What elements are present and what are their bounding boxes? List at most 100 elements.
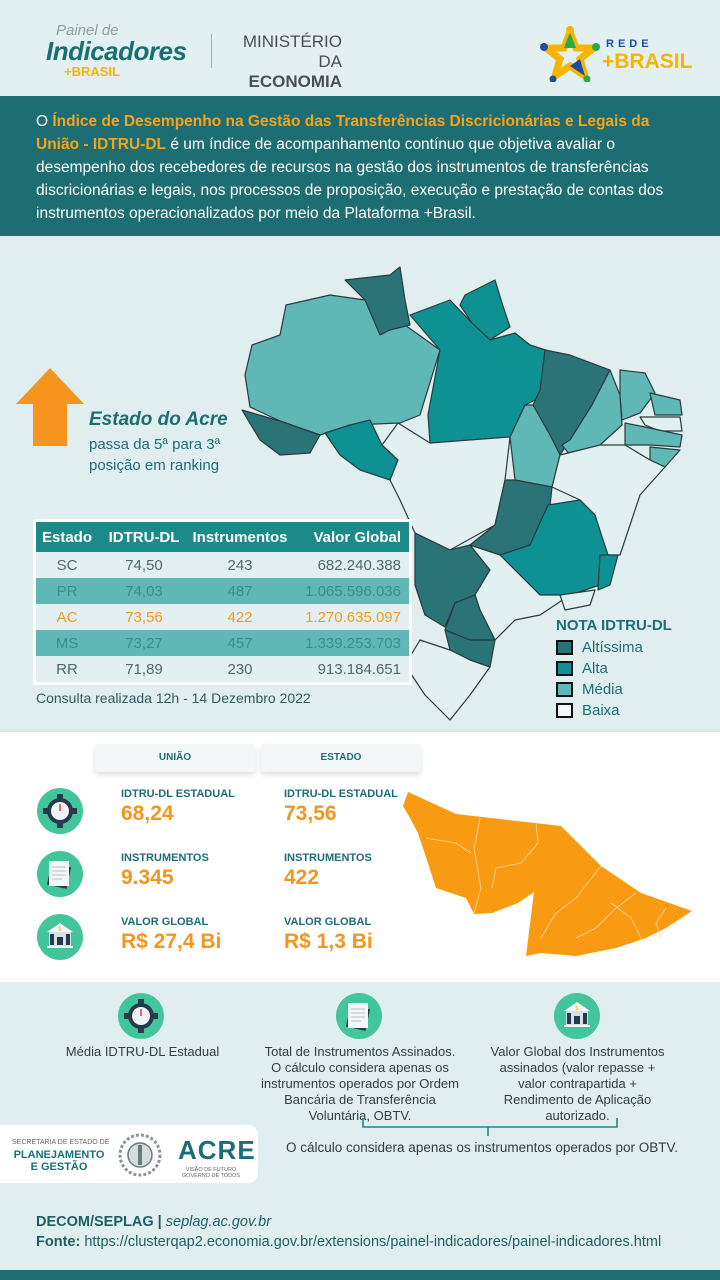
logo-indicadores: Indicadores [46,36,187,66]
estado-valor-value: R$ 1,3 Bi [284,930,373,953]
legend-swatch [556,640,573,655]
legend-swatch [556,703,573,718]
state-rs [404,639,491,721]
note-valor-global: Valor Global dos Instrumentos assinados … [490,1044,665,1123]
ranking-callout-subtitle: passa da 5ª para 3ª posição em ranking [89,436,221,474]
table-row: SC 74,50 243 682.240.388 [36,552,409,578]
rede-brasil-logo: REDE +BRASIL [535,22,692,85]
ranking-callout-title: Estado do Acre [89,409,228,430]
state-mt [381,422,511,551]
footer-separator: | [153,1214,166,1230]
legend-swatch [556,661,573,676]
legend-item-altissima: Altíssima [556,637,672,658]
gauge-gear-icon [118,993,164,1039]
cell-estado: RR [36,656,98,682]
uniao-idtru-label: IDTRU-DL ESTADUAL [121,788,235,800]
acre-slogan: VISÃO DE FUTURO GOVERNO DE TODOS [181,1167,241,1179]
cell-idtru: 74,03 [98,578,190,604]
note-obtv: O cálculo considera apenas os instrument… [286,1140,678,1155]
bank-icon: $ [37,914,83,960]
bank-icon: $ [554,993,600,1039]
intro-highlight: Índice de Desempenho na Gestão das Trans… [36,113,650,153]
logo-painel-de: Painel de [56,22,119,39]
footer-source: Fonte: https://clusterqap2.economia.gov.… [36,1234,661,1250]
header-instrumentos: Instrumentos [190,522,290,552]
up-arrow-icon [16,368,84,446]
table-row: MS 73,27 457 1.339.253.703 [36,630,409,656]
intro-paragraph: O Índice de Desempenho na Gestão das Tra… [0,96,720,236]
tab-estado: ESTADO [261,744,421,772]
estado-instrumentos-label: INSTRUMENTOS [284,852,372,864]
documents-icon [37,851,83,897]
header: Painel de Indicadores +BRASIL MINISTÉRIO… [0,0,720,96]
svg-text:$: $ [58,926,62,933]
state-rj [559,589,596,611]
table-row: RR 71,89 230 913.184.651 [36,656,409,682]
cell-valor: 913.184.651 [290,656,409,682]
header-idtru: IDTRU-DL [98,522,190,552]
legend-swatch [556,682,573,697]
legend-label: Média [582,681,623,698]
seplag-sec-text: SECRETARIA DE ESTADO DE [12,1139,110,1146]
cell-instrumentos: 243 [190,552,290,578]
uniao-instrumentos-label: INSTRUMENTOS [121,852,209,864]
ranking-table: Estado IDTRU-DL Instrumentos Valor Globa… [36,522,409,682]
state-ap [459,279,511,341]
state-mg [499,499,609,596]
consulta-timestamp: Consulta realizada 12h - 14 Dezembro 202… [36,690,311,706]
intro-prefix: O [36,113,53,130]
mais-brasil-text: +BRASIL [602,50,693,73]
acre-coat-of-arms-icon [118,1133,162,1177]
cell-instrumentos: 230 [190,656,290,682]
footer-fonte-label: Fonte: [36,1234,81,1250]
legend-label: Baixa [582,702,620,719]
header-valor-global: Valor Global [290,522,409,552]
government-logos: SECRETARIA DE ESTADO DE PLANEJAMENTO E G… [0,1125,258,1183]
note-total-instrumentos: Total de Instrumentos Assinados. O cálcu… [261,1044,459,1123]
legend-item-alta: Alta [556,658,672,679]
uniao-valor-label: VALOR GLOBAL [121,916,209,928]
table-header-row: Estado IDTRU-DL Instrumentos Valor Globa… [36,522,409,552]
rede-text: REDE [606,38,653,50]
cell-valor: 1.270.635.097 [290,604,409,630]
footer-decom: DECOM/SEPLAG [36,1214,154,1230]
cell-instrumentos: 457 [190,630,290,656]
state-es [597,554,619,591]
state-pb [639,416,683,432]
ministerio-line1: MINISTÉRIO DA [242,32,342,71]
estado-valor-label: VALOR GLOBAL [284,916,372,928]
legend-label: Altíssima [582,639,643,656]
uniao-instrumentos-value: 9.345 [121,866,174,889]
header-divider [211,34,212,68]
cell-valor: 1.339.253.703 [290,630,409,656]
cell-valor: 1.065.596.036 [290,578,409,604]
cell-valor: 682.240.388 [290,552,409,578]
cell-idtru: 71,89 [98,656,190,682]
ministerio-logo: MINISTÉRIO DA ECONOMIA [226,32,342,92]
cell-estado: SC [36,552,98,578]
legend-title: NOTA IDTRU-DL [556,617,672,634]
documents-icon [336,993,382,1039]
state-sp [469,544,571,641]
cell-idtru: 74,50 [98,552,190,578]
ministerio-line2: ECONOMIA [248,72,343,91]
estado-idtru-value: 73,56 [284,802,337,825]
tab-uniao: UNIÃO [95,744,255,772]
people-star-icon [535,22,605,85]
note-media-idtru: Média IDTRU-DL Estadual [65,1044,220,1059]
footer-source-link[interactable]: https://clusterqap2.economia.gov.br/exte… [80,1234,662,1250]
uniao-idtru-value: 68,24 [121,802,174,825]
svg-text:$: $ [575,1005,579,1012]
cell-instrumentos: 487 [190,578,290,604]
footer-site-link[interactable]: seplag.ac.gov.br [165,1214,272,1230]
table-row-highlighted: AC 73,56 422 1.270.635.097 [36,604,409,630]
logo-mais-brasil: +BRASIL [64,64,120,79]
intro-body: é um índice de acompanhamento contínuo q… [36,136,664,222]
header-estado: Estado [36,522,98,552]
cell-idtru: 73,56 [98,604,190,630]
map-legend: NOTA IDTRU-DL Altíssima Alta Média Baixa [556,617,672,721]
cell-estado: PR [36,578,98,604]
cell-estado: AC [36,604,98,630]
gauge-gear-icon [37,788,83,834]
legend-item-baixa: Baixa [556,700,672,721]
